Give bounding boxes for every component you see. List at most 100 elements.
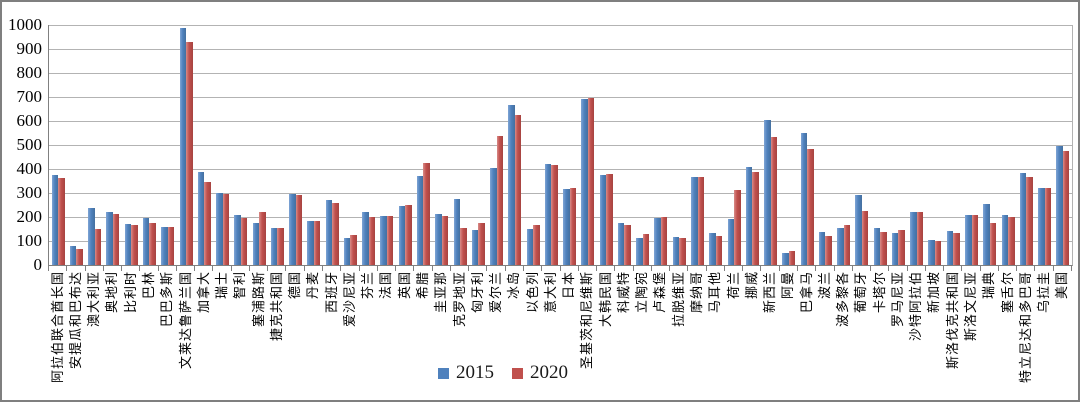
x-axis-label-text: 阿曼	[780, 271, 796, 300]
x-axis-tick	[84, 266, 86, 271]
x-axis-label-text: 冰岛	[506, 271, 522, 300]
bar-group	[487, 25, 505, 265]
bar-group	[159, 25, 177, 265]
bar-2015	[764, 120, 771, 265]
bar-2020	[916, 212, 924, 265]
bar-2020	[112, 214, 120, 265]
bar-2015	[544, 164, 552, 265]
bar-group	[177, 25, 195, 265]
x-axis-tick	[870, 266, 872, 271]
x-axis-tick	[486, 266, 488, 271]
bar-group	[1054, 25, 1072, 265]
x-axis-tick	[577, 266, 579, 271]
x-axis-label-text: 爱沙尼亚	[341, 271, 357, 328]
bar-2020	[642, 234, 650, 265]
x-axis-tick	[796, 266, 798, 271]
bar-group	[195, 25, 213, 265]
bar-group	[999, 25, 1017, 265]
x-axis-tick	[121, 266, 123, 271]
x-axis-label-text: 希腊	[414, 271, 430, 300]
x-axis-tick	[413, 266, 415, 271]
y-axis-label: 900	[16, 39, 43, 58]
x-axis-tick	[541, 266, 543, 271]
x-axis-tick	[1052, 266, 1054, 271]
bar-group	[86, 25, 104, 265]
bar-2020	[76, 249, 83, 265]
x-axis-tick	[1034, 266, 1036, 271]
x-axis-label-text: 挪威	[743, 271, 759, 300]
x-axis-tick	[48, 266, 49, 271]
bar-group	[615, 25, 633, 265]
x-axis-tick	[1071, 266, 1072, 271]
bar-group	[378, 25, 396, 265]
bar-group	[670, 25, 688, 265]
bar-2015	[563, 189, 570, 265]
bar-group	[652, 25, 670, 265]
bar-2015	[599, 175, 607, 265]
x-axis-tick	[997, 266, 999, 271]
x-axis-tick	[851, 266, 853, 271]
x-axis-label-text: 巴拿马	[798, 271, 814, 314]
x-axis-tick	[632, 266, 634, 271]
x-axis-tick	[723, 266, 725, 271]
bar-2015	[161, 227, 168, 265]
bar-group	[524, 25, 542, 265]
bar-2020	[551, 165, 558, 265]
bar-2020	[1044, 188, 1052, 265]
x-axis-tick	[705, 266, 707, 271]
x-axis-label-text: 意大利	[542, 271, 558, 314]
bar-group	[213, 25, 231, 265]
bar-group	[908, 25, 926, 265]
y-axis-label: 200	[16, 207, 43, 226]
legend-swatch-2015-icon	[438, 367, 449, 379]
legend-swatch-2020-icon	[512, 367, 523, 379]
bar-group	[286, 25, 304, 265]
bar-group	[140, 25, 158, 265]
bar-2015	[51, 175, 59, 265]
x-axis-tick	[614, 266, 616, 271]
bar-2015	[745, 167, 753, 265]
x-axis-tick	[395, 266, 397, 271]
x-axis-tick	[888, 266, 890, 271]
x-axis-label-text: 科威特	[615, 271, 631, 314]
y-axis-label: 100	[16, 231, 43, 250]
x-axis-label-text: 立陶宛	[634, 271, 650, 314]
bar-2020	[660, 217, 668, 265]
bar-group	[414, 25, 432, 265]
bar-group	[707, 25, 725, 265]
bar-2015	[270, 228, 278, 265]
x-axis-tick	[522, 266, 524, 271]
x-axis-label-text: 智利	[232, 271, 248, 300]
bar-group	[232, 25, 250, 265]
bar-2020	[222, 194, 230, 265]
bar-2020	[350, 235, 357, 265]
bar-group	[597, 25, 615, 265]
bar-2020	[313, 221, 321, 265]
bar-group	[104, 25, 122, 265]
x-axis-label-text: 西班牙	[323, 271, 339, 314]
bar-2015	[252, 223, 260, 265]
x-axis-label-text: 以色列	[524, 271, 540, 314]
x-axis-tick	[1016, 266, 1018, 271]
bar-2020	[880, 232, 887, 265]
x-axis-label-text: 丹麦	[305, 271, 321, 300]
x-axis-label-text: 波兰	[816, 271, 832, 300]
x-axis-tick	[431, 266, 433, 271]
bar-group	[725, 25, 743, 265]
bar-2020	[405, 205, 412, 265]
bar-2015	[654, 218, 661, 265]
bar-2015	[818, 232, 826, 265]
x-axis-label-text: 捷克共和国	[268, 271, 284, 342]
bar-2015	[617, 223, 625, 265]
bar-2020	[386, 216, 394, 265]
x-axis-tick	[833, 266, 835, 271]
bar-2015	[782, 253, 789, 265]
x-axis-label-text: 加拿大	[195, 271, 211, 314]
x-axis-tick	[815, 266, 817, 271]
bar-group	[341, 25, 359, 265]
x-axis-tick	[358, 266, 360, 271]
bar-group	[926, 25, 944, 265]
x-axis-tick	[230, 266, 232, 271]
bar-group	[268, 25, 286, 265]
x-axis-tick	[376, 266, 378, 271]
